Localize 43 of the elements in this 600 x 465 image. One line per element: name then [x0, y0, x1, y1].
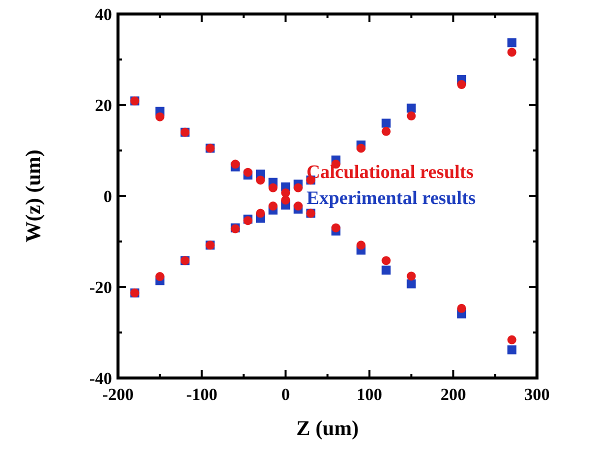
y-tick-label: -20: [89, 278, 112, 297]
point: [507, 48, 516, 57]
point: [281, 196, 290, 205]
point: [406, 104, 416, 113]
y-tick-label: 0: [104, 186, 112, 206]
point: [457, 304, 466, 313]
point: [382, 118, 391, 128]
point: [256, 176, 265, 185]
point: [155, 112, 164, 122]
point: [155, 272, 164, 282]
y-tick-label: -40: [89, 368, 112, 388]
x-axis-title: Z (um): [296, 416, 359, 440]
series-label: Experimental results: [306, 188, 476, 209]
x-tick-label: 0: [281, 385, 290, 404]
x-tick-label: 100: [356, 385, 382, 404]
y-tick-label: 40: [95, 4, 112, 24]
point: [356, 240, 366, 250]
point: [406, 111, 416, 120]
point: [294, 183, 303, 192]
point: [382, 256, 391, 266]
point: [406, 279, 416, 288]
x-tick-label: -200: [102, 385, 134, 404]
x-tick-label: -100: [186, 385, 218, 404]
point: [406, 272, 416, 281]
point: [331, 223, 340, 232]
y-tick-label: 20: [95, 96, 112, 115]
point: [268, 183, 278, 192]
point: [230, 160, 240, 169]
point: [382, 266, 391, 275]
point: [268, 202, 278, 211]
x-tick-label: 200: [440, 385, 466, 404]
point: [507, 38, 516, 48]
y-axis-title: W(z) (um): [21, 150, 45, 242]
point: [294, 202, 303, 211]
point: [507, 345, 516, 354]
point: [356, 144, 366, 153]
point: [256, 208, 265, 218]
x-tick-label: 300: [524, 385, 550, 404]
point: [457, 80, 466, 90]
series-label: Calculational results: [306, 162, 474, 183]
point: [382, 126, 391, 136]
point: [507, 335, 516, 344]
point: [243, 168, 252, 177]
